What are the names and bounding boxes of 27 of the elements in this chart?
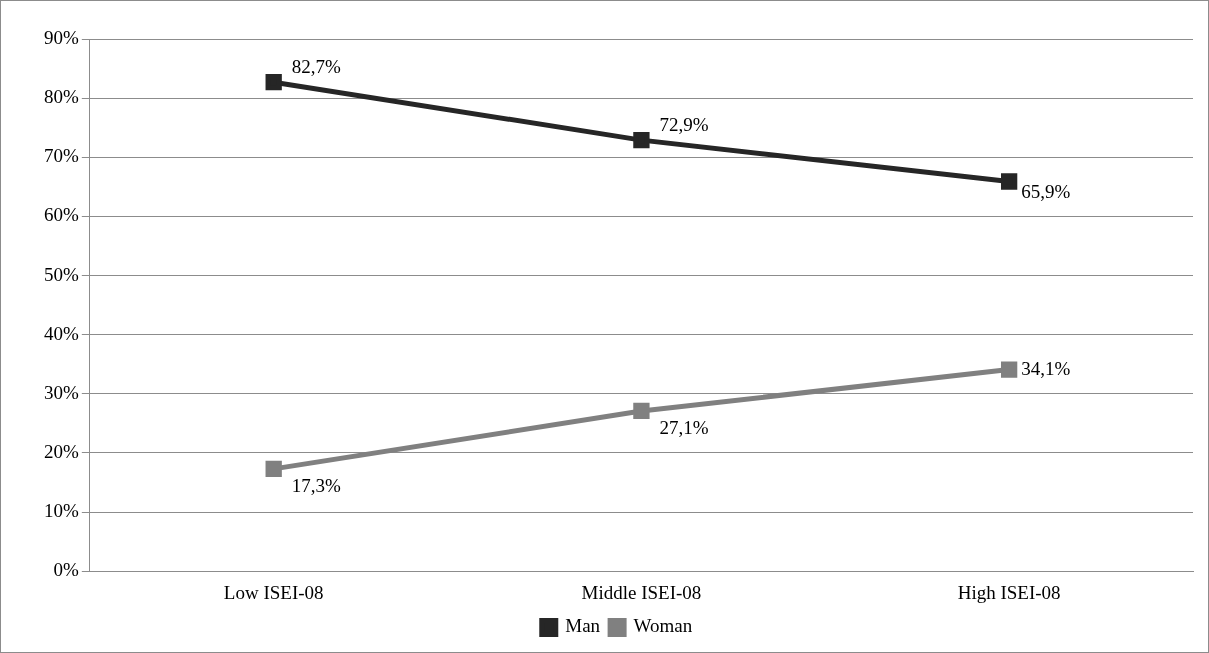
data-label: 82,7% xyxy=(291,56,341,78)
y-tick-label: 40% xyxy=(44,322,79,344)
point xyxy=(265,460,282,478)
x-tick-label: Middle ISEI-08 xyxy=(581,581,702,603)
y-tick-label: 20% xyxy=(44,440,79,462)
x-tick-label: Low ISEI-08 xyxy=(223,581,324,603)
y-tick-label: 70% xyxy=(44,145,79,167)
y-tick-label: 80% xyxy=(44,86,79,108)
point xyxy=(1000,361,1018,378)
point xyxy=(633,402,650,420)
y-tick-label: 0% xyxy=(53,559,79,581)
data-label: 65,9% xyxy=(1021,181,1071,203)
legend-label: Woman xyxy=(633,615,693,637)
data-label: 27,1% xyxy=(659,416,709,438)
legend-label: Man xyxy=(565,615,601,637)
y-tick-label: 30% xyxy=(44,381,79,403)
x-tick-label: High ISEI-08 xyxy=(957,581,1061,603)
data-label: 34,1% xyxy=(1021,357,1071,379)
point xyxy=(1000,173,1018,190)
point xyxy=(633,131,650,149)
point xyxy=(265,74,282,91)
y-tick-label: 90% xyxy=(44,26,79,48)
y-tick-label: 60% xyxy=(44,204,79,226)
y-tick-label: 50% xyxy=(44,263,79,285)
y-tick-label: 10% xyxy=(44,500,79,522)
data-label: 17,3% xyxy=(291,474,341,496)
data-label: 72,9% xyxy=(659,114,709,136)
